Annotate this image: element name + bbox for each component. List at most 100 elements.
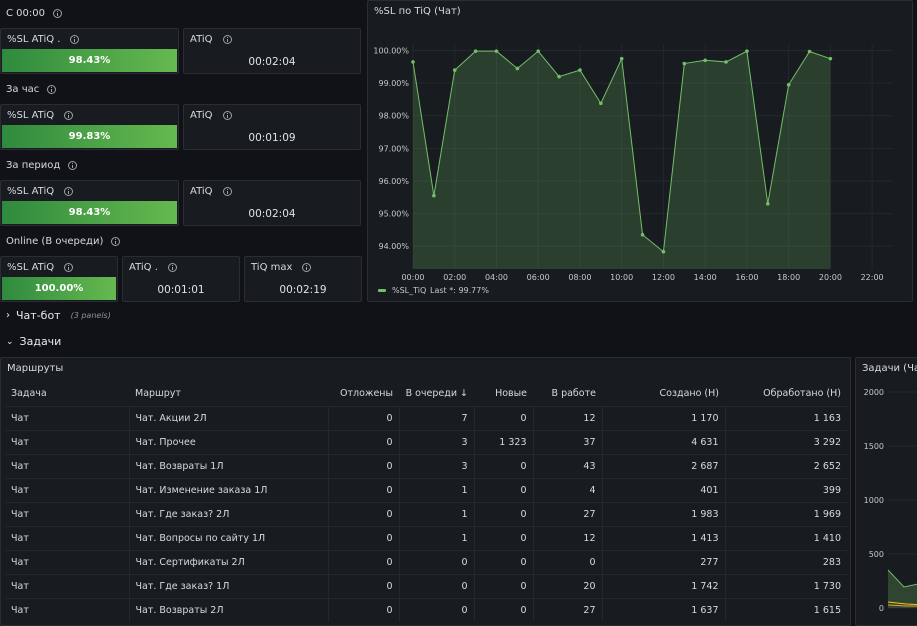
info-icon[interactable] <box>222 187 232 196</box>
x-tick-label: 16:00 <box>735 273 758 282</box>
table-row: Чат Чат. Прочее 0 3 1 323 37 4 631 3 292 <box>5 429 847 454</box>
table-cell: Чат. Прочее <box>128 429 328 454</box>
y-tick-label: 2000 <box>864 388 884 397</box>
tiq-max-value: 00:02:19 <box>279 284 327 296</box>
col-header-task[interactable]: Задача <box>11 388 47 400</box>
info-icon[interactable] <box>64 263 74 272</box>
data-point <box>536 49 541 53</box>
table-cell: 399 <box>724 477 847 502</box>
table-cell: 27 <box>532 501 602 526</box>
sl-atiq-panel[interactable]: %SL ATiQ 99.83% <box>0 104 179 150</box>
table-cell: Чат <box>5 405 129 430</box>
table-cell: Чат. Возвраты 2Л <box>128 597 328 622</box>
data-point <box>786 82 791 87</box>
sl-bar: 100.00% <box>2 277 116 300</box>
table-cell: 0 <box>327 429 399 454</box>
table-cell: Чат <box>5 429 129 454</box>
table-row: Чат Чат. Где заказ? 2Л 0 1 0 27 1 983 1 969 <box>5 501 847 526</box>
row-tasks[interactable]: ⌄ Задачи <box>6 335 61 348</box>
y-tick-label: 94.00% <box>378 242 409 251</box>
atiq-panel[interactable]: ATiQ 00:02:04 <box>183 180 361 226</box>
atiq-panel[interactable]: ATiQ 00:01:09 <box>183 104 361 150</box>
data-point <box>807 49 812 54</box>
atiq-value: 00:01:01 <box>157 284 205 296</box>
table-cell: 283 <box>724 549 847 574</box>
tasks-chat-panel[interactable]: Задачи (Чат 2000 1500 1000 500 0 <box>855 357 917 626</box>
sl-bar: 99.83% <box>2 125 177 148</box>
series-line <box>887 604 917 607</box>
table-cell: 0 <box>398 573 474 598</box>
table-row: Чат Чат. Возвраты 2Л 0 0 0 27 1 637 1 615 <box>5 597 847 622</box>
row-chatbot[interactable]: › Чат-бот (3 panels) <box>6 309 111 322</box>
table-cell: 1 969 <box>724 501 847 526</box>
info-icon[interactable] <box>68 161 78 170</box>
x-tick-label: 06:00 <box>527 273 550 282</box>
row-title: Задачи <box>19 335 62 348</box>
atiq-panel[interactable]: ATiQ 00:02:04 <box>183 28 361 74</box>
info-icon[interactable] <box>302 263 312 272</box>
table-cell: 1 170 <box>601 405 725 430</box>
col-header-new[interactable]: Новые <box>495 388 527 400</box>
table-cell: 277 <box>601 549 725 574</box>
col-header-in-work[interactable]: В работе <box>551 388 596 400</box>
table-cell: 0 <box>473 573 533 598</box>
row-title: Чат-бот <box>16 309 61 322</box>
sl-tiq-chart[interactable]: 100.00% 99.00% 98.00% 97.00% 96.00% 95.00% 94.… <box>368 1 912 301</box>
atiq-panel[interactable]: ATiQ . 00:01:01 <box>122 256 240 302</box>
col-header-created[interactable]: Создано (Н) <box>659 388 720 400</box>
col-header-route[interactable]: Маршрут <box>135 388 181 400</box>
table-cell: 1 615 <box>724 597 847 622</box>
table-cell: Чат. Сертификаты 2Л <box>128 549 328 574</box>
series-line <box>887 601 917 606</box>
info-icon[interactable] <box>222 35 232 44</box>
data-point <box>619 56 624 61</box>
table-cell: Чат. Где заказ? 1Л <box>128 573 328 598</box>
y-tick-label: 0 <box>879 604 884 613</box>
section-online: Online (В очереди) <box>6 236 121 247</box>
info-icon[interactable] <box>64 111 74 120</box>
col-header-processed[interactable]: Обработано (Н) <box>763 388 841 400</box>
info-icon[interactable] <box>70 35 80 44</box>
y-tick-label: 99.00% <box>378 79 409 88</box>
tasks-chart[interactable]: 2000 1500 1000 500 0 <box>856 358 917 626</box>
data-point <box>452 68 457 72</box>
sl-value: 100.00% <box>34 283 84 294</box>
x-tick-label: 18:00 <box>777 273 800 282</box>
table-cell: Чат. Изменение заказа 1Л <box>128 477 328 502</box>
table-cell: 1 <box>398 525 474 550</box>
table-row: Чат Чат. Где заказ? 1Л 0 0 0 20 1 742 1 730 <box>5 573 847 598</box>
y-tick-label: 1000 <box>864 496 884 505</box>
table-cell: 20 <box>532 573 602 598</box>
panel-title: ATiQ <box>190 110 213 121</box>
tiq-max-panel[interactable]: TiQ max 00:02:19 <box>244 256 362 302</box>
sl-tiq-chart-panel[interactable]: %SL по TiQ (Чат) 100.00% 99.00% 98.00% 97.0… <box>367 0 913 302</box>
col-header-postponed[interactable]: Отложены <box>339 388 393 400</box>
sl-atiq-panel[interactable]: %SL ATiQ 100.00% <box>0 256 118 302</box>
x-tick-label: 00:00 <box>401 273 424 282</box>
series-area <box>888 570 917 608</box>
info-icon[interactable] <box>167 263 177 272</box>
info-icon[interactable] <box>64 187 74 196</box>
info-icon[interactable] <box>52 9 62 18</box>
routes-title: Маршруты <box>7 363 64 374</box>
info-icon[interactable] <box>222 111 232 120</box>
panel-title: ATiQ . <box>129 262 158 273</box>
sl-atiq-panel[interactable]: %SL ATiQ 98.43% <box>0 180 179 226</box>
table-cell: 0 <box>327 477 399 502</box>
table-cell: 0 <box>327 597 399 622</box>
data-point <box>432 193 436 198</box>
table-cell: 0 <box>398 597 474 622</box>
table-cell: 1 <box>398 501 474 526</box>
info-icon[interactable] <box>111 237 121 246</box>
info-icon[interactable] <box>47 85 57 94</box>
routes-panel: Маршруты Задача Маршрут Отложены В очере… <box>0 357 851 626</box>
tasks-chat-title: Задачи (Чат <box>862 363 917 374</box>
col-header-in-queue[interactable]: В очереди ↓ <box>405 388 468 400</box>
sl-value: 99.83% <box>68 131 111 142</box>
table-cell: 1 323 <box>473 429 533 454</box>
x-tick-label: 08:00 <box>568 273 591 282</box>
data-point <box>724 60 728 64</box>
atiq-value: 00:02:04 <box>248 208 296 220</box>
sl-atiq-panel[interactable]: %SL ATiQ . 98.43% <box>0 28 179 74</box>
table-cell: 0 <box>473 525 533 550</box>
